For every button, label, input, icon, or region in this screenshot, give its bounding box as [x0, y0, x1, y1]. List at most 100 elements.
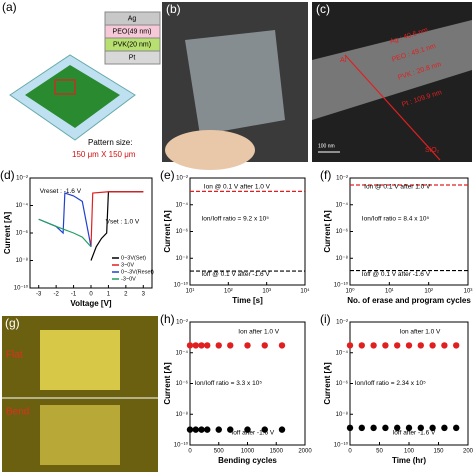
point	[204, 342, 211, 349]
x-tick-label: 1500	[270, 449, 284, 455]
x-tick-label: 500	[214, 449, 225, 455]
y-tick-label: 10⁻¹⁰	[14, 285, 29, 292]
flexible-device	[185, 30, 285, 135]
annotation: Ion after 1.0 V	[238, 329, 279, 336]
panel-label: (e)	[160, 168, 175, 182]
annotation: Ioff @ 0.1 V after -1.6 V	[362, 271, 431, 278]
point	[417, 424, 424, 432]
y-tick-label: 10⁻⁴	[176, 201, 189, 208]
point	[215, 426, 222, 433]
y-tick-label: 10⁻¹⁰	[174, 282, 189, 289]
y-tick-label: 10⁻⁶	[16, 230, 29, 237]
zoom-box	[54, 79, 76, 95]
point	[261, 342, 268, 349]
panel-label: (h)	[160, 312, 175, 326]
y-tick-label: 10⁻²	[336, 320, 348, 326]
point	[227, 426, 234, 433]
y-axis-label: Current [A]	[3, 212, 12, 255]
series-line	[38, 218, 92, 248]
annotation: Ion after 1.0 V	[400, 329, 441, 336]
point	[278, 426, 286, 433]
x-axis-label: No. of erase and program cycles	[347, 296, 471, 305]
x-tick-label: 0	[188, 449, 192, 455]
x-tick-label: 1000	[241, 449, 255, 455]
x-tick-label: 10⁰	[345, 288, 355, 295]
y-tick-label: 10⁻¹⁰	[174, 442, 189, 449]
panel-label: (i)	[320, 312, 331, 326]
y-tick-label: 10⁻⁴	[176, 349, 189, 356]
layer-stack	[312, 20, 472, 120]
device-bend	[40, 405, 120, 465]
x-tick-label: 1	[107, 292, 111, 298]
annotation: Ioff @ 0.1 V after -1.6 V	[202, 271, 271, 278]
pattern-title: Pattern size:	[88, 138, 132, 147]
point	[441, 342, 448, 349]
x-tick-label: 150	[433, 449, 444, 455]
panel-label: (d)	[0, 168, 15, 182]
panel-b: (b)	[162, 2, 308, 170]
y-axis-label: Current [A]	[323, 362, 332, 405]
x-tick-label: -1	[71, 292, 77, 298]
x-tick-label: 0	[89, 292, 93, 298]
point	[405, 424, 413, 432]
pattern-size: 150 μm X 150 μm	[72, 150, 136, 159]
y-axis-label: Current [A]	[163, 362, 172, 405]
x-tick-label: -3	[36, 292, 42, 298]
point	[186, 342, 194, 349]
y-tick-label: 10⁻¹⁰	[334, 442, 349, 449]
layer-pt	[104, 50, 161, 65]
x-tick-label: 3	[142, 292, 146, 298]
panel-label: (f)	[320, 168, 331, 182]
point	[186, 426, 194, 433]
x-axis-label: Voltage [V]	[70, 299, 112, 308]
substrate-label: SiO₂	[425, 147, 440, 154]
x-tick-label: 10³	[464, 289, 473, 295]
point	[227, 342, 234, 349]
annotation: Vset : 1.0 V	[106, 219, 140, 226]
point	[244, 342, 251, 349]
x-tick-label: 50	[376, 449, 383, 455]
point	[204, 426, 211, 433]
plot-frame	[189, 177, 306, 286]
point	[429, 424, 436, 432]
point	[215, 342, 222, 349]
finger	[165, 130, 255, 170]
point	[346, 342, 354, 349]
y-tick-label: 10⁻⁸	[336, 411, 349, 418]
y-tick-label: 10⁻⁸	[336, 255, 349, 262]
scale-bar-label: 100 nm	[318, 143, 335, 149]
y-axis-label: Current [A]	[323, 210, 332, 253]
x-axis-label: Bending cycles	[218, 456, 277, 465]
plot-frame	[349, 177, 469, 286]
layer-label: PVK(20 nm)	[113, 41, 151, 48]
legend-entry: -3~0V	[121, 276, 136, 282]
electrodes	[25, 65, 120, 128]
x-tick-label: 2	[124, 292, 128, 298]
point	[394, 424, 401, 432]
layer-label: Ag	[128, 15, 137, 22]
annotation: Ioff after -1.6 V	[231, 429, 275, 436]
y-tick-label: 10⁻⁴	[16, 202, 29, 209]
panel-a: (a) Ag PEO(49 nm) PVK(20 nm) Pt Pattern …	[2, 0, 161, 159]
y-tick-label: 10⁻⁴	[336, 349, 349, 356]
point	[453, 424, 460, 432]
x-axis-label: Time [s]	[232, 296, 263, 305]
annotation: Ion/Ioff ratio = 8.4 x 10⁵	[362, 215, 430, 222]
legend-entry: 0~3V(Set)	[121, 255, 146, 261]
point	[358, 424, 365, 432]
point	[261, 426, 268, 433]
y-axis-label: Current [A]	[163, 210, 172, 253]
point	[382, 342, 389, 349]
y-tick-label: 10⁻²	[176, 176, 188, 182]
point	[394, 342, 401, 349]
point	[244, 426, 251, 433]
point	[453, 342, 460, 349]
flat-label: Flat	[6, 350, 23, 361]
y-tick-label: 10⁻⁸	[16, 257, 29, 264]
annotation: Ion/Ioff ratio = 9.2 x 10⁵	[202, 215, 270, 222]
x-tick-label: -2	[53, 292, 59, 298]
bend-label: Bend	[6, 407, 29, 418]
x-tick-label: 10²	[424, 289, 433, 295]
y-tick-label: 10⁻²	[16, 176, 28, 182]
point	[198, 342, 205, 349]
